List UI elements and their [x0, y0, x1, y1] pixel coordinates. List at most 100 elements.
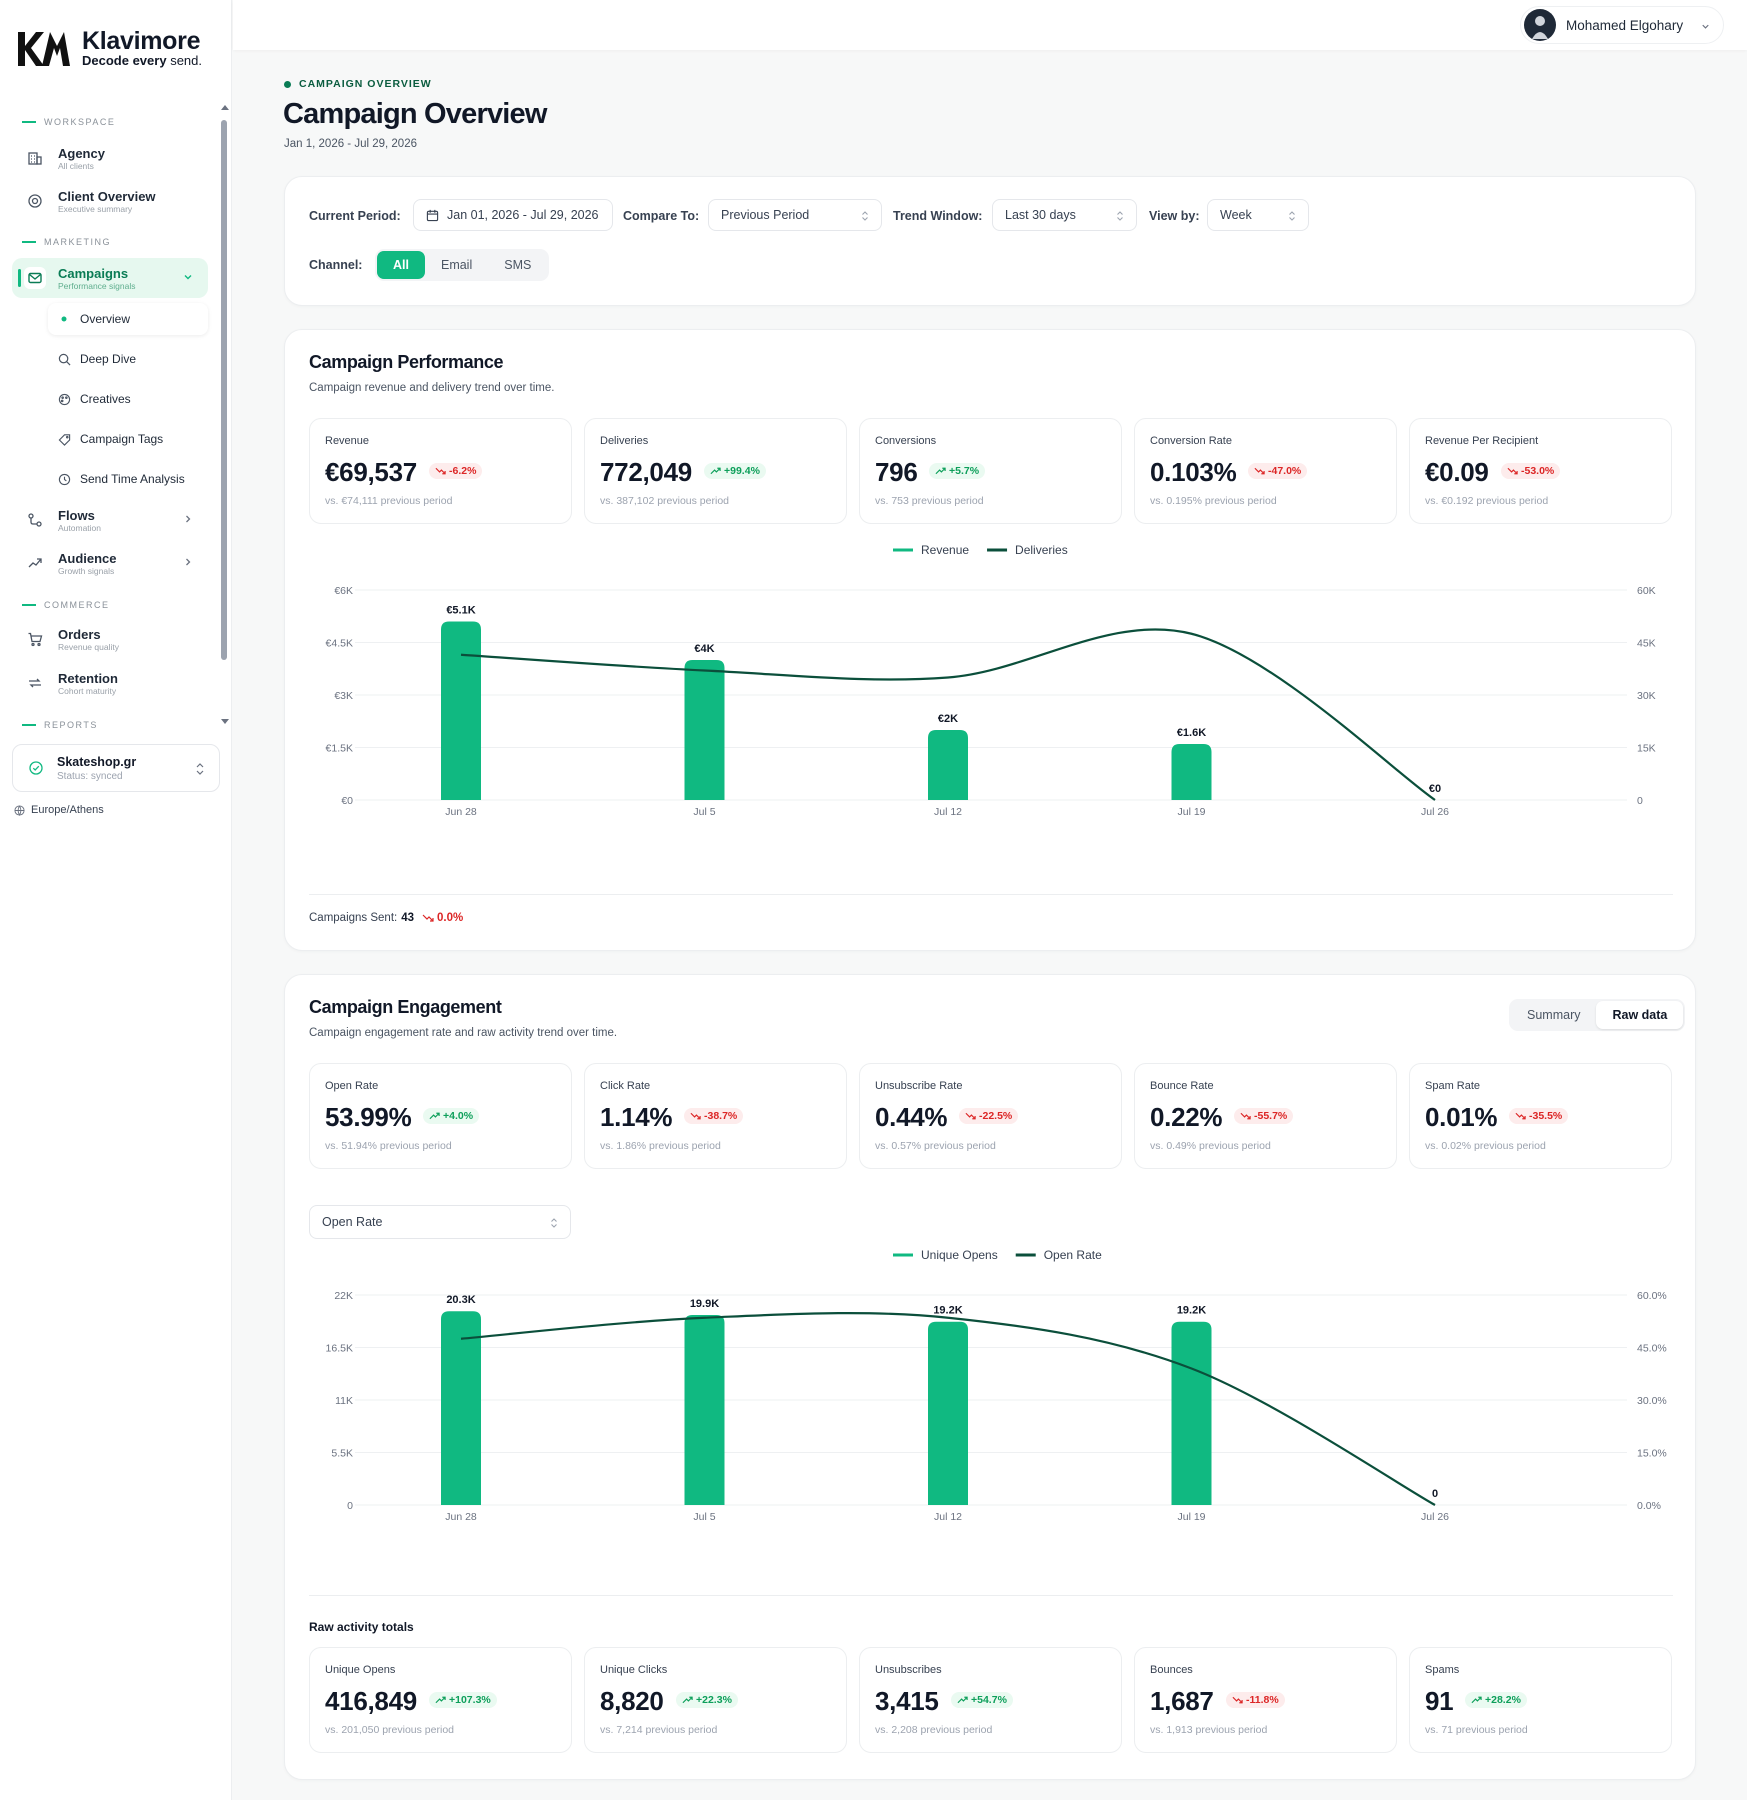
bar[interactable] — [441, 621, 481, 801]
kpi-label: Conversions — [875, 435, 937, 447]
bar-value-label: €1.6K — [1177, 727, 1206, 739]
y-tick-left: 0 — [347, 1500, 353, 1512]
raw-data-tab[interactable]: Raw data — [1596, 1001, 1684, 1029]
current-period-picker[interactable]: Jan 01, 2026 - Jul 29, 2026 — [413, 199, 613, 231]
sidebar-item-flows[interactable]: Flows Automation — [12, 500, 208, 540]
sidebar-subitem-overview[interactable]: Overview — [48, 303, 208, 335]
chevron-updown-icon — [862, 211, 868, 221]
channel-label: Channel: — [309, 258, 363, 272]
sidebar-subitem-deep-dive[interactable]: Deep Dive — [48, 343, 208, 375]
bar-value-label: 19.2K — [933, 1305, 962, 1317]
x-tick: Jul 19 — [1177, 806, 1205, 818]
summary-tab[interactable]: Summary — [1527, 1008, 1581, 1022]
trend-up-icon — [429, 1112, 440, 1120]
kpi-previous: vs. 0.57% previous period — [875, 1140, 996, 1152]
sidebar-subitem-campaign-tags[interactable]: Campaign Tags — [48, 423, 208, 455]
compare-select[interactable]: Previous Period — [708, 199, 882, 231]
performance-title: Campaign Performance — [309, 352, 504, 372]
bar[interactable] — [684, 1315, 725, 1505]
kpi-card: Conversion Rate 0.103% -47.0% vs. 0.195% pr… — [1134, 418, 1397, 524]
kpi-value: 1.14% — [600, 1102, 673, 1132]
campaign-performance-card: Campaign Performance Campaign revenue an… — [284, 329, 1696, 951]
kpi-delta: +99.4% — [704, 463, 766, 479]
sidebar-scrollbar[interactable] — [221, 104, 229, 724]
sidebar-item-campaigns[interactable]: Campaigns Performance signals — [12, 258, 208, 298]
trend-down-icon — [1254, 467, 1265, 475]
kpi-value: 796 — [875, 457, 918, 487]
kpi-previous: vs. 753 previous period — [875, 495, 984, 507]
bar[interactable] — [1171, 1321, 1212, 1505]
brand-logo[interactable]: Klavimore Decode every send. — [16, 28, 202, 68]
kpi-value: 8,820 — [600, 1686, 664, 1716]
bar[interactable] — [928, 1321, 968, 1505]
channel-all-button[interactable]: All — [377, 251, 425, 279]
kpi-delta: +22.3% — [676, 1692, 738, 1708]
sidebar-scroll-thumb[interactable] — [221, 120, 227, 660]
scroll-up-icon — [221, 105, 229, 110]
bar[interactable] — [928, 730, 968, 800]
section-workspace: WORKSPACE — [22, 117, 115, 127]
y-tick-right: 45K — [1637, 638, 1656, 650]
tag-icon — [56, 431, 72, 447]
metric-select[interactable]: Open Rate — [309, 1205, 571, 1239]
kpi-delta: -22.5% — [959, 1108, 1019, 1124]
x-tick: Jul 12 — [934, 1511, 962, 1523]
sidebar-item-client-overview[interactable]: Client Overview Executive summary — [12, 181, 208, 221]
sidebar-item-orders[interactable]: Orders Revenue quality — [12, 619, 208, 659]
divider — [309, 894, 1673, 895]
cart-icon — [24, 628, 46, 650]
bar[interactable] — [1171, 744, 1212, 800]
series-line — [460, 1312, 1436, 1506]
y-tick-right: 0 — [1637, 795, 1643, 807]
kpi-label: Revenue Per Recipient — [1425, 435, 1539, 447]
kpi-delta: -35.5% — [1509, 1108, 1569, 1124]
view-by-select[interactable]: Week — [1207, 199, 1309, 231]
kpi-previous: vs. 51.94% previous period — [325, 1140, 452, 1152]
bar[interactable] — [684, 660, 725, 800]
kpi-card: Open Rate 53.99% +4.0% vs. 51.94% previous … — [309, 1063, 572, 1169]
compare-label: Compare To: — [623, 209, 700, 223]
bar-value-label: €2K — [938, 713, 958, 725]
performance-chart: Revenue Deliveries €0 €1.5K €3K €4.5K €6K 0 15K 3… — [326, 543, 1656, 818]
kpi-value: 0.103% — [1150, 457, 1237, 487]
sidebar-subitem-send-time-analysis[interactable]: Send Time Analysis — [48, 463, 208, 495]
bar[interactable] — [441, 1311, 481, 1505]
kpi-label: Unsubscribe Rate — [875, 1080, 963, 1092]
channel-email-button[interactable]: Email — [440, 258, 473, 272]
user-menu[interactable]: Mohamed Elgohary — [1520, 6, 1724, 44]
trend-up-icon — [935, 467, 946, 475]
y-tick-right: 0.0% — [1637, 1500, 1661, 1512]
account-switcher[interactable]: Skateshop.gr Status: synced — [12, 744, 220, 792]
sidebar-item-retention[interactable]: Retention Cohort maturity — [12, 663, 208, 703]
kpi-delta: +5.7% — [929, 463, 986, 479]
filters-card: Current Period: Jan 01, 2026 - Jul 29, 2… — [284, 176, 1696, 306]
kpi-delta: +4.0% — [423, 1108, 480, 1124]
kpi-previous: vs. 387,102 previous period — [600, 495, 729, 507]
sidebar-item-audience[interactable]: Audience Growth signals — [12, 543, 208, 583]
x-tick: Jun 28 — [445, 806, 477, 818]
chart-legend: Revenue Deliveries — [893, 543, 1068, 557]
legend-label: Unique Opens — [921, 1248, 998, 1262]
sidebar-subitem-creatives[interactable]: Creatives — [48, 383, 208, 415]
trend-down-icon — [1232, 1696, 1243, 1704]
kpi-label: Spam Rate — [1425, 1080, 1481, 1092]
kpi-value: 3,415 — [875, 1686, 939, 1716]
trend-window-select[interactable]: Last 30 days — [992, 199, 1137, 231]
kpi-label: Spams — [1425, 1664, 1460, 1676]
engagement-title: Campaign Engagement — [309, 997, 502, 1017]
kpi-card: Unsubscribes 3,415 +54.7% vs. 2,208 previou… — [859, 1647, 1122, 1753]
account-name: Skateshop.gr — [57, 754, 137, 769]
kpi-card: Deliveries 772,049 +99.4% vs. 387,102 previ… — [584, 418, 847, 524]
sidebar-item-agency[interactable]: Agency All clients — [12, 138, 208, 178]
y-tick-left: €6K — [334, 585, 353, 597]
kpi-label: Bounces — [1150, 1664, 1193, 1676]
campaign-engagement-card: Campaign Engagement Campaign engagement … — [284, 974, 1696, 1780]
x-tick: Jul 12 — [934, 806, 962, 818]
channel-sms-button[interactable]: SMS — [504, 258, 532, 272]
repeat-icon — [24, 672, 46, 694]
chevron-updown-icon — [551, 1218, 557, 1228]
bar-value-label: €0 — [1429, 783, 1441, 795]
mail-icon — [24, 267, 46, 289]
kpi-previous: vs. 201,050 previous period — [325, 1724, 454, 1736]
kpi-card: Unique Opens 416,849 +107.3% vs. 201,050 pr… — [309, 1647, 572, 1753]
